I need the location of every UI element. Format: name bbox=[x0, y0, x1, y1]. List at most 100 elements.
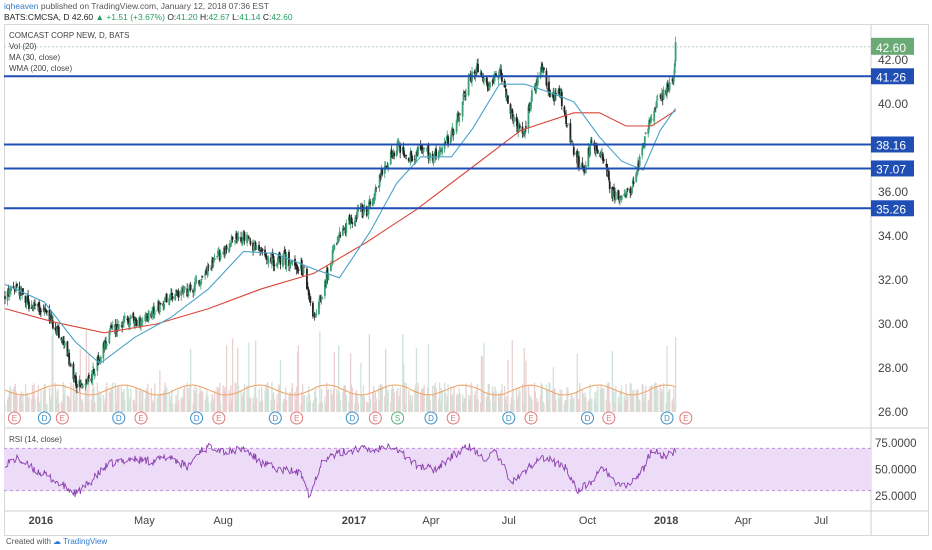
time-tick-label: Apr bbox=[422, 515, 439, 527]
volume-bar bbox=[481, 356, 483, 412]
candle-body bbox=[636, 170, 639, 173]
volume-bar bbox=[176, 403, 178, 412]
volume-bar bbox=[536, 397, 538, 412]
candle-body bbox=[264, 254, 267, 257]
candle-body bbox=[354, 215, 357, 223]
volume-bar bbox=[405, 382, 407, 412]
volume-bar bbox=[529, 397, 531, 412]
candle-body bbox=[279, 256, 282, 265]
volume-bar bbox=[403, 382, 406, 412]
created-with-text: Created with bbox=[6, 537, 51, 546]
volume-bar bbox=[243, 384, 246, 412]
volume-bar bbox=[366, 401, 368, 412]
candle-body bbox=[315, 313, 318, 315]
candle-body bbox=[204, 273, 207, 276]
candle-body bbox=[409, 152, 412, 163]
candle-body bbox=[566, 123, 569, 125]
volume-bar bbox=[314, 391, 316, 412]
volume-bar bbox=[277, 403, 279, 412]
volume-bar bbox=[497, 393, 500, 412]
volume-bar bbox=[104, 398, 106, 412]
volume-bar bbox=[653, 384, 655, 412]
volume-bar bbox=[387, 389, 389, 412]
volume-bar bbox=[336, 389, 338, 412]
candle-body bbox=[389, 152, 392, 165]
candle-body bbox=[337, 237, 340, 239]
volume-bar bbox=[513, 399, 515, 412]
volume-bar bbox=[302, 383, 304, 412]
candle-body bbox=[69, 363, 71, 365]
volume-bar bbox=[561, 389, 563, 412]
candle-body bbox=[558, 88, 561, 94]
volume-bar bbox=[499, 392, 501, 412]
candle-body bbox=[654, 108, 656, 110]
volume-bar bbox=[109, 393, 111, 412]
candle-body bbox=[195, 280, 198, 282]
volume-bar bbox=[397, 400, 400, 412]
volume-bar bbox=[19, 394, 22, 412]
volume-bar bbox=[397, 387, 399, 412]
volume-bar bbox=[501, 384, 503, 412]
volume-bar bbox=[337, 345, 340, 412]
volume-bar bbox=[25, 396, 28, 412]
candle-body bbox=[437, 151, 440, 159]
candle-body bbox=[40, 310, 42, 312]
level-label-box bbox=[871, 68, 914, 85]
candle-body bbox=[516, 119, 519, 133]
volume-bar bbox=[641, 383, 643, 412]
candle-body bbox=[122, 324, 124, 326]
volume-bar bbox=[116, 388, 118, 412]
candle-body bbox=[505, 89, 508, 98]
candle-body bbox=[335, 243, 338, 245]
volume-bar bbox=[367, 402, 369, 412]
volume-bar bbox=[611, 351, 613, 412]
event-marker bbox=[112, 411, 126, 425]
candle-body bbox=[91, 370, 94, 382]
candle-body bbox=[189, 284, 192, 290]
candle-body bbox=[417, 146, 420, 155]
volume-bar bbox=[50, 395, 52, 412]
volume-bar bbox=[605, 400, 608, 412]
author-link[interactable]: iqheaven bbox=[4, 1, 39, 11]
volume-bar bbox=[471, 389, 473, 412]
volume-bar bbox=[367, 403, 370, 412]
volume-bar bbox=[150, 388, 152, 412]
volume-bar bbox=[517, 395, 519, 412]
tradingview-logo[interactable]: ☁ TradingView bbox=[53, 537, 107, 546]
candle-body bbox=[8, 289, 11, 296]
volume-bar bbox=[199, 387, 201, 412]
candle-body bbox=[444, 142, 447, 144]
candle-body bbox=[422, 150, 425, 153]
volume-bar bbox=[82, 402, 84, 412]
candle-body bbox=[438, 149, 441, 152]
candle-body bbox=[455, 120, 458, 132]
candle-body bbox=[626, 188, 629, 191]
candle-body bbox=[373, 193, 376, 201]
candle-body bbox=[548, 89, 551, 98]
candle-body bbox=[541, 63, 544, 72]
volume-bar bbox=[300, 403, 302, 412]
event-marker bbox=[368, 411, 382, 425]
volume-bar bbox=[345, 395, 347, 412]
candle-body bbox=[72, 363, 75, 380]
volume-bar bbox=[495, 391, 497, 412]
volume-bar bbox=[264, 390, 266, 412]
volume-bar bbox=[492, 391, 495, 412]
candle-body bbox=[69, 364, 72, 366]
volume-bar bbox=[330, 388, 332, 412]
event-marker bbox=[190, 411, 204, 425]
volume-bar bbox=[278, 385, 281, 412]
volume-bar bbox=[583, 397, 585, 412]
volume-bar bbox=[674, 337, 677, 412]
volume-bar bbox=[620, 390, 622, 412]
candle-body bbox=[560, 91, 563, 107]
volume-bar bbox=[543, 403, 545, 412]
volume-bar bbox=[90, 399, 93, 412]
event-marker-label: D bbox=[349, 414, 355, 423]
candle-body bbox=[147, 310, 150, 321]
wma-200-line bbox=[4, 110, 676, 334]
volume-bar bbox=[665, 402, 667, 412]
candle-body bbox=[606, 164, 609, 176]
volume-bar bbox=[301, 391, 303, 412]
